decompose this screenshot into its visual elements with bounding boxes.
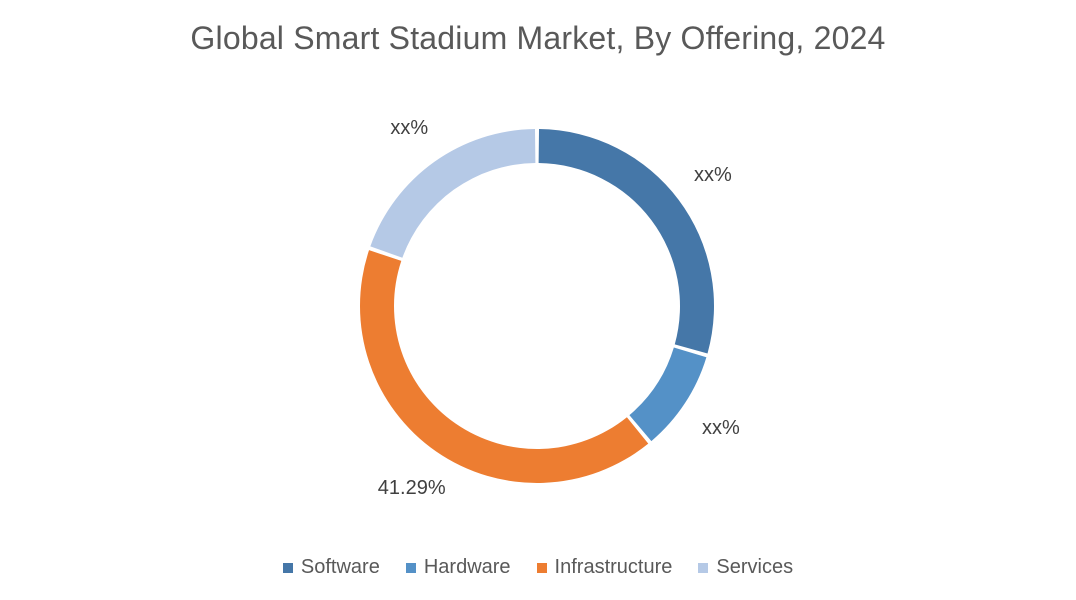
legend-item-infrastructure: Infrastructure <box>536 556 673 579</box>
legend-item-hardware: Hardware <box>405 556 511 579</box>
donut-slice-software <box>538 129 714 354</box>
legend-item-software: Software <box>282 556 380 579</box>
data-label-software: xx% <box>694 164 732 186</box>
data-label-infrastructure: 41.29% <box>378 477 446 499</box>
chart-title: Global Smart Stadium Market, By Offering… <box>190 20 886 56</box>
legend-label-hardware: Hardware <box>423 556 511 578</box>
donut-slice-infrastructure <box>360 250 649 483</box>
legend-swatch-services <box>698 562 709 573</box>
chart-legend: Software Hardware Infrastructure Services <box>0 556 1076 579</box>
legend-item-services: Services <box>698 556 793 579</box>
legend-label-software: Software <box>300 556 380 578</box>
data-label-hardware: xx% <box>702 417 740 439</box>
data-label-services: xx% <box>390 117 428 139</box>
legend-label-services: Services <box>716 556 794 578</box>
legend-swatch-infrastructure <box>536 562 547 573</box>
legend-label-infrastructure: Infrastructure <box>554 556 673 578</box>
legend-swatch-software <box>282 562 293 573</box>
legend-swatch-hardware <box>405 562 416 573</box>
donut-slice-services <box>370 129 536 258</box>
donut-slice-hardware <box>629 347 707 442</box>
